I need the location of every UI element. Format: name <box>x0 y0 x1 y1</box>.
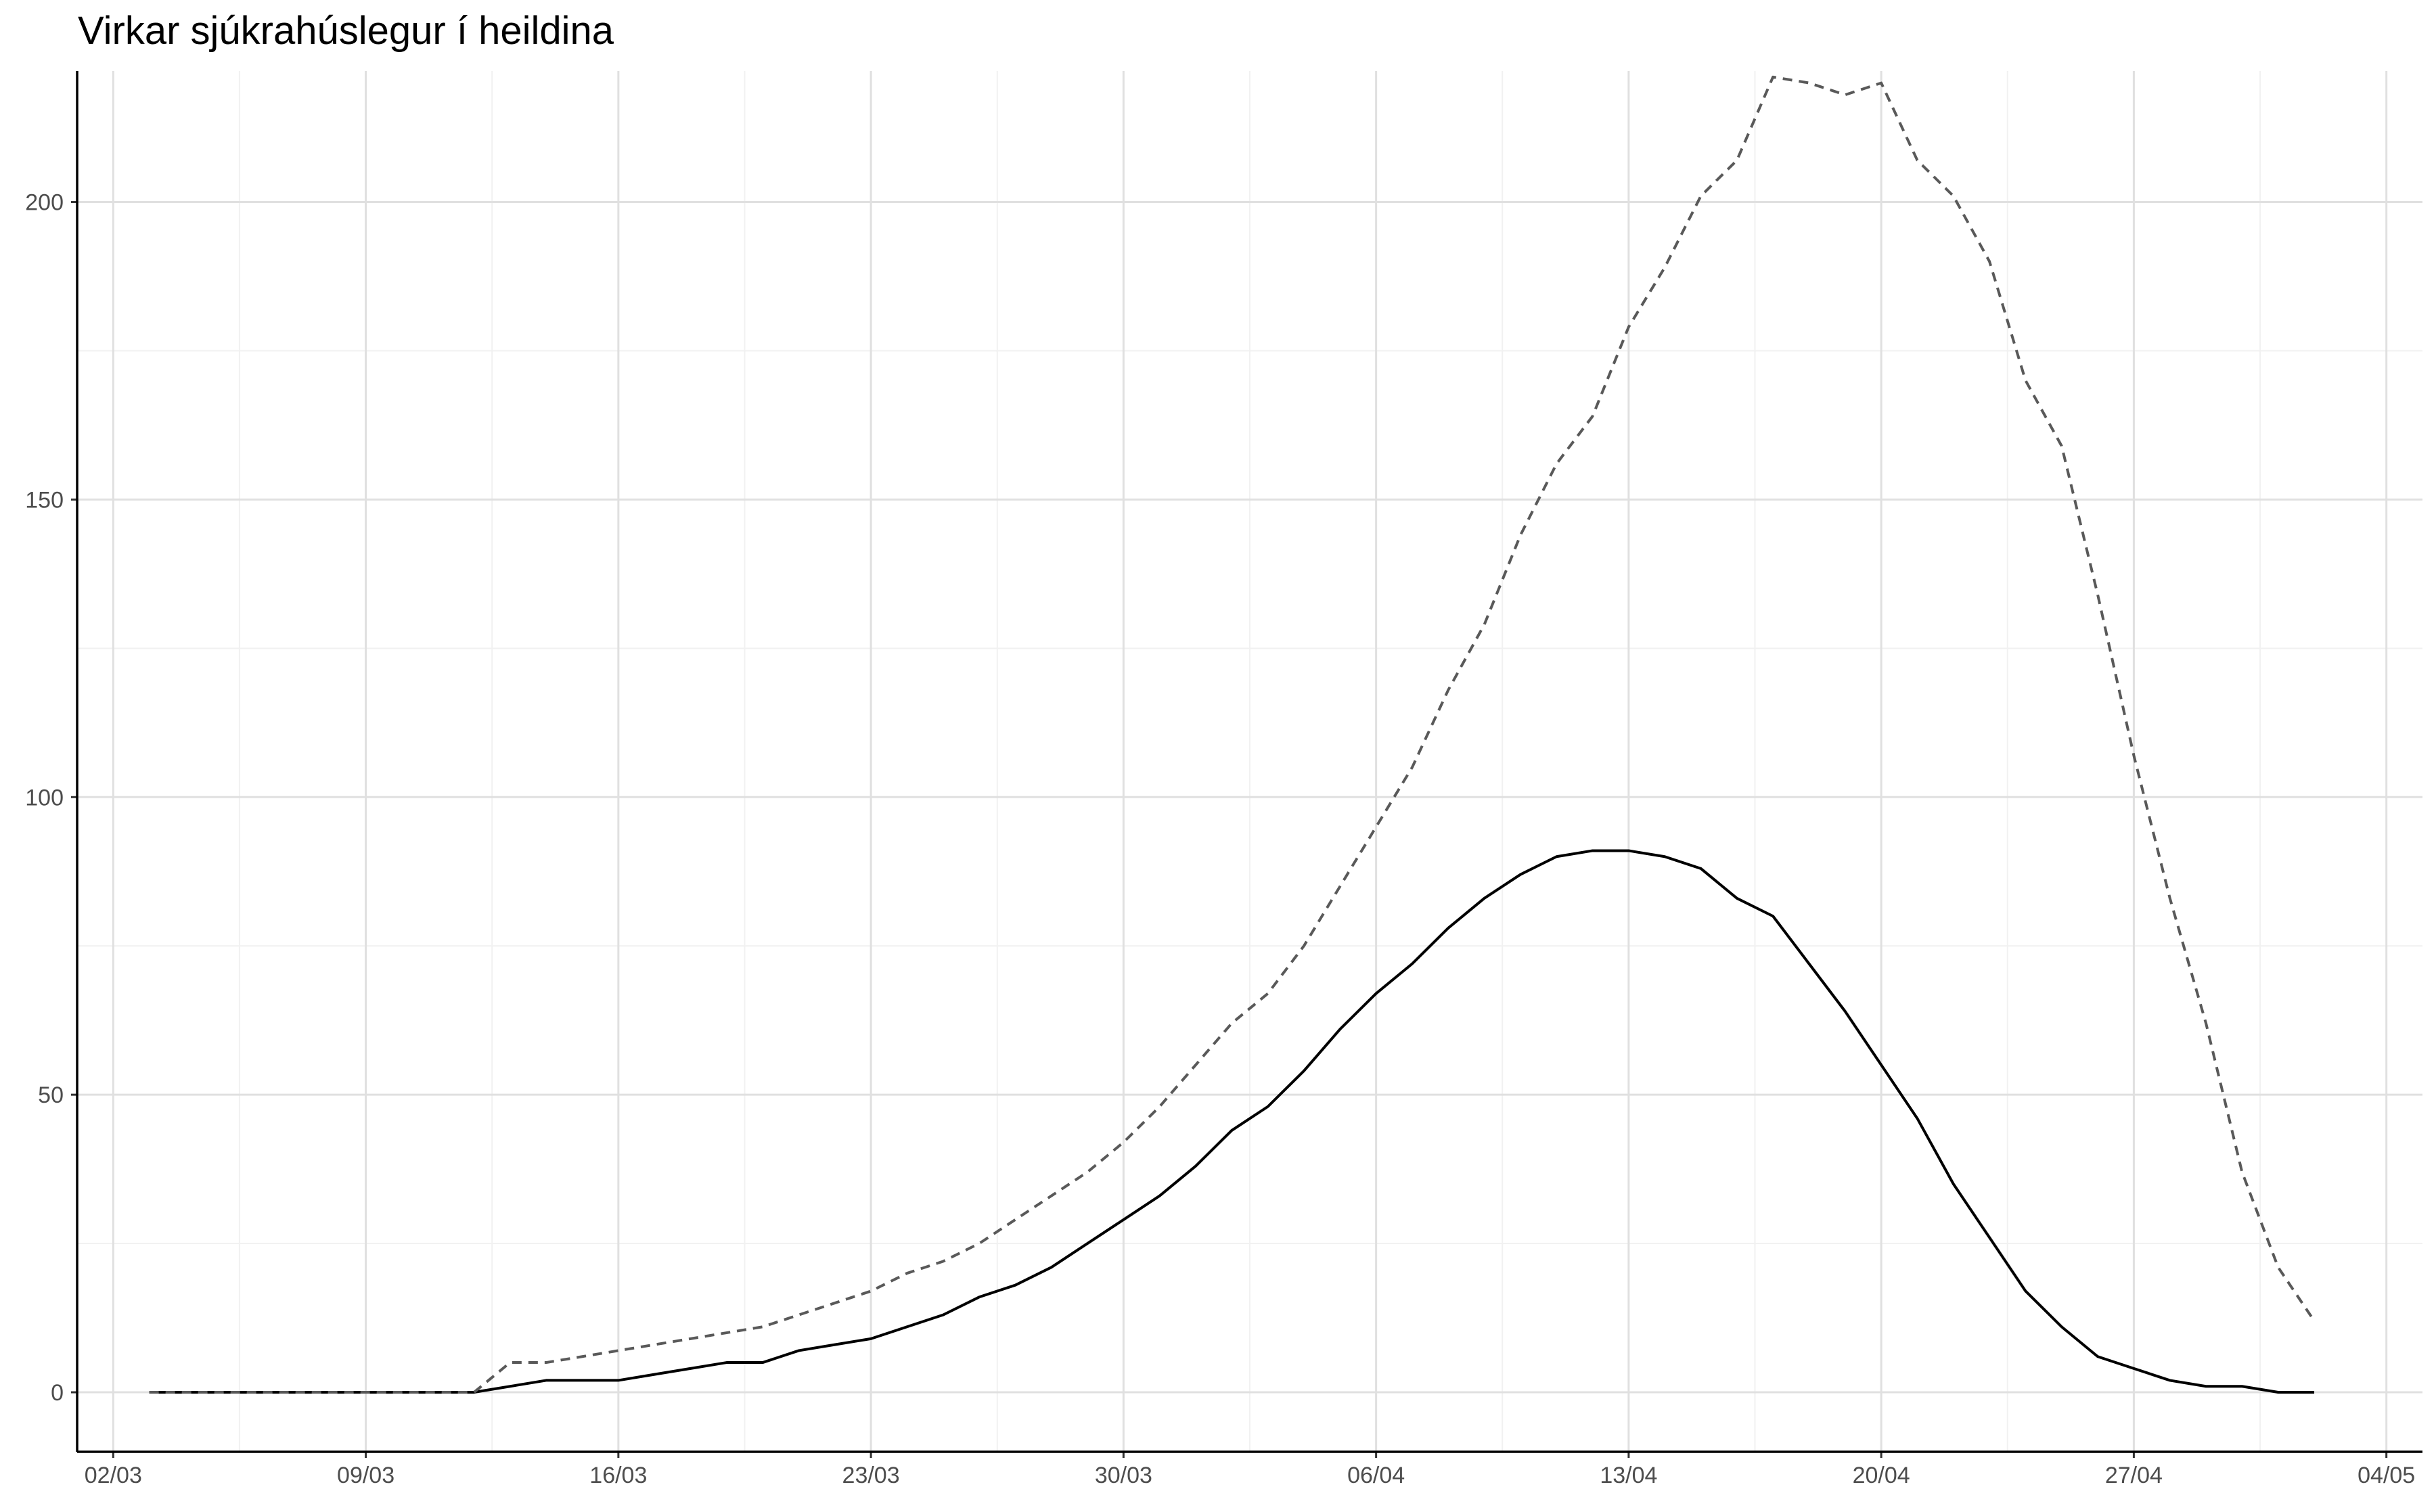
solid-series-line <box>149 849 2315 1394</box>
y-tick-label: 100 <box>25 785 64 810</box>
tick-labels: 0 50 100 150 200 02/03 09/03 16/03 23/03 30/03 06/… <box>25 190 2415 1488</box>
x-tick-label: 30/03 <box>1095 1463 1152 1488</box>
series-lines <box>149 75 2316 1394</box>
axes <box>71 71 2422 1458</box>
gridlines <box>77 71 2422 1452</box>
x-tick-label: 09/03 <box>337 1463 394 1488</box>
y-tick-label: 50 <box>38 1082 64 1108</box>
chart-title: Virkar sjúkrahúslegur í heildina <box>78 9 614 53</box>
y-tick-label: 200 <box>25 190 64 216</box>
x-tick-label: 16/03 <box>589 1463 647 1488</box>
x-tick-label: 20/04 <box>1853 1463 1910 1488</box>
x-tick-label: 06/04 <box>1347 1463 1405 1488</box>
dashed-series-line <box>149 75 2316 1394</box>
y-tick-label: 150 <box>25 487 64 513</box>
x-tick-label: 04/05 <box>2358 1463 2415 1488</box>
x-tick-label: 02/03 <box>85 1463 142 1488</box>
x-tick-label: 13/04 <box>1600 1463 1657 1488</box>
x-tick-label: 23/03 <box>842 1463 900 1488</box>
y-tick-label: 0 <box>51 1380 64 1406</box>
x-tick-label: 27/04 <box>2105 1463 2163 1488</box>
